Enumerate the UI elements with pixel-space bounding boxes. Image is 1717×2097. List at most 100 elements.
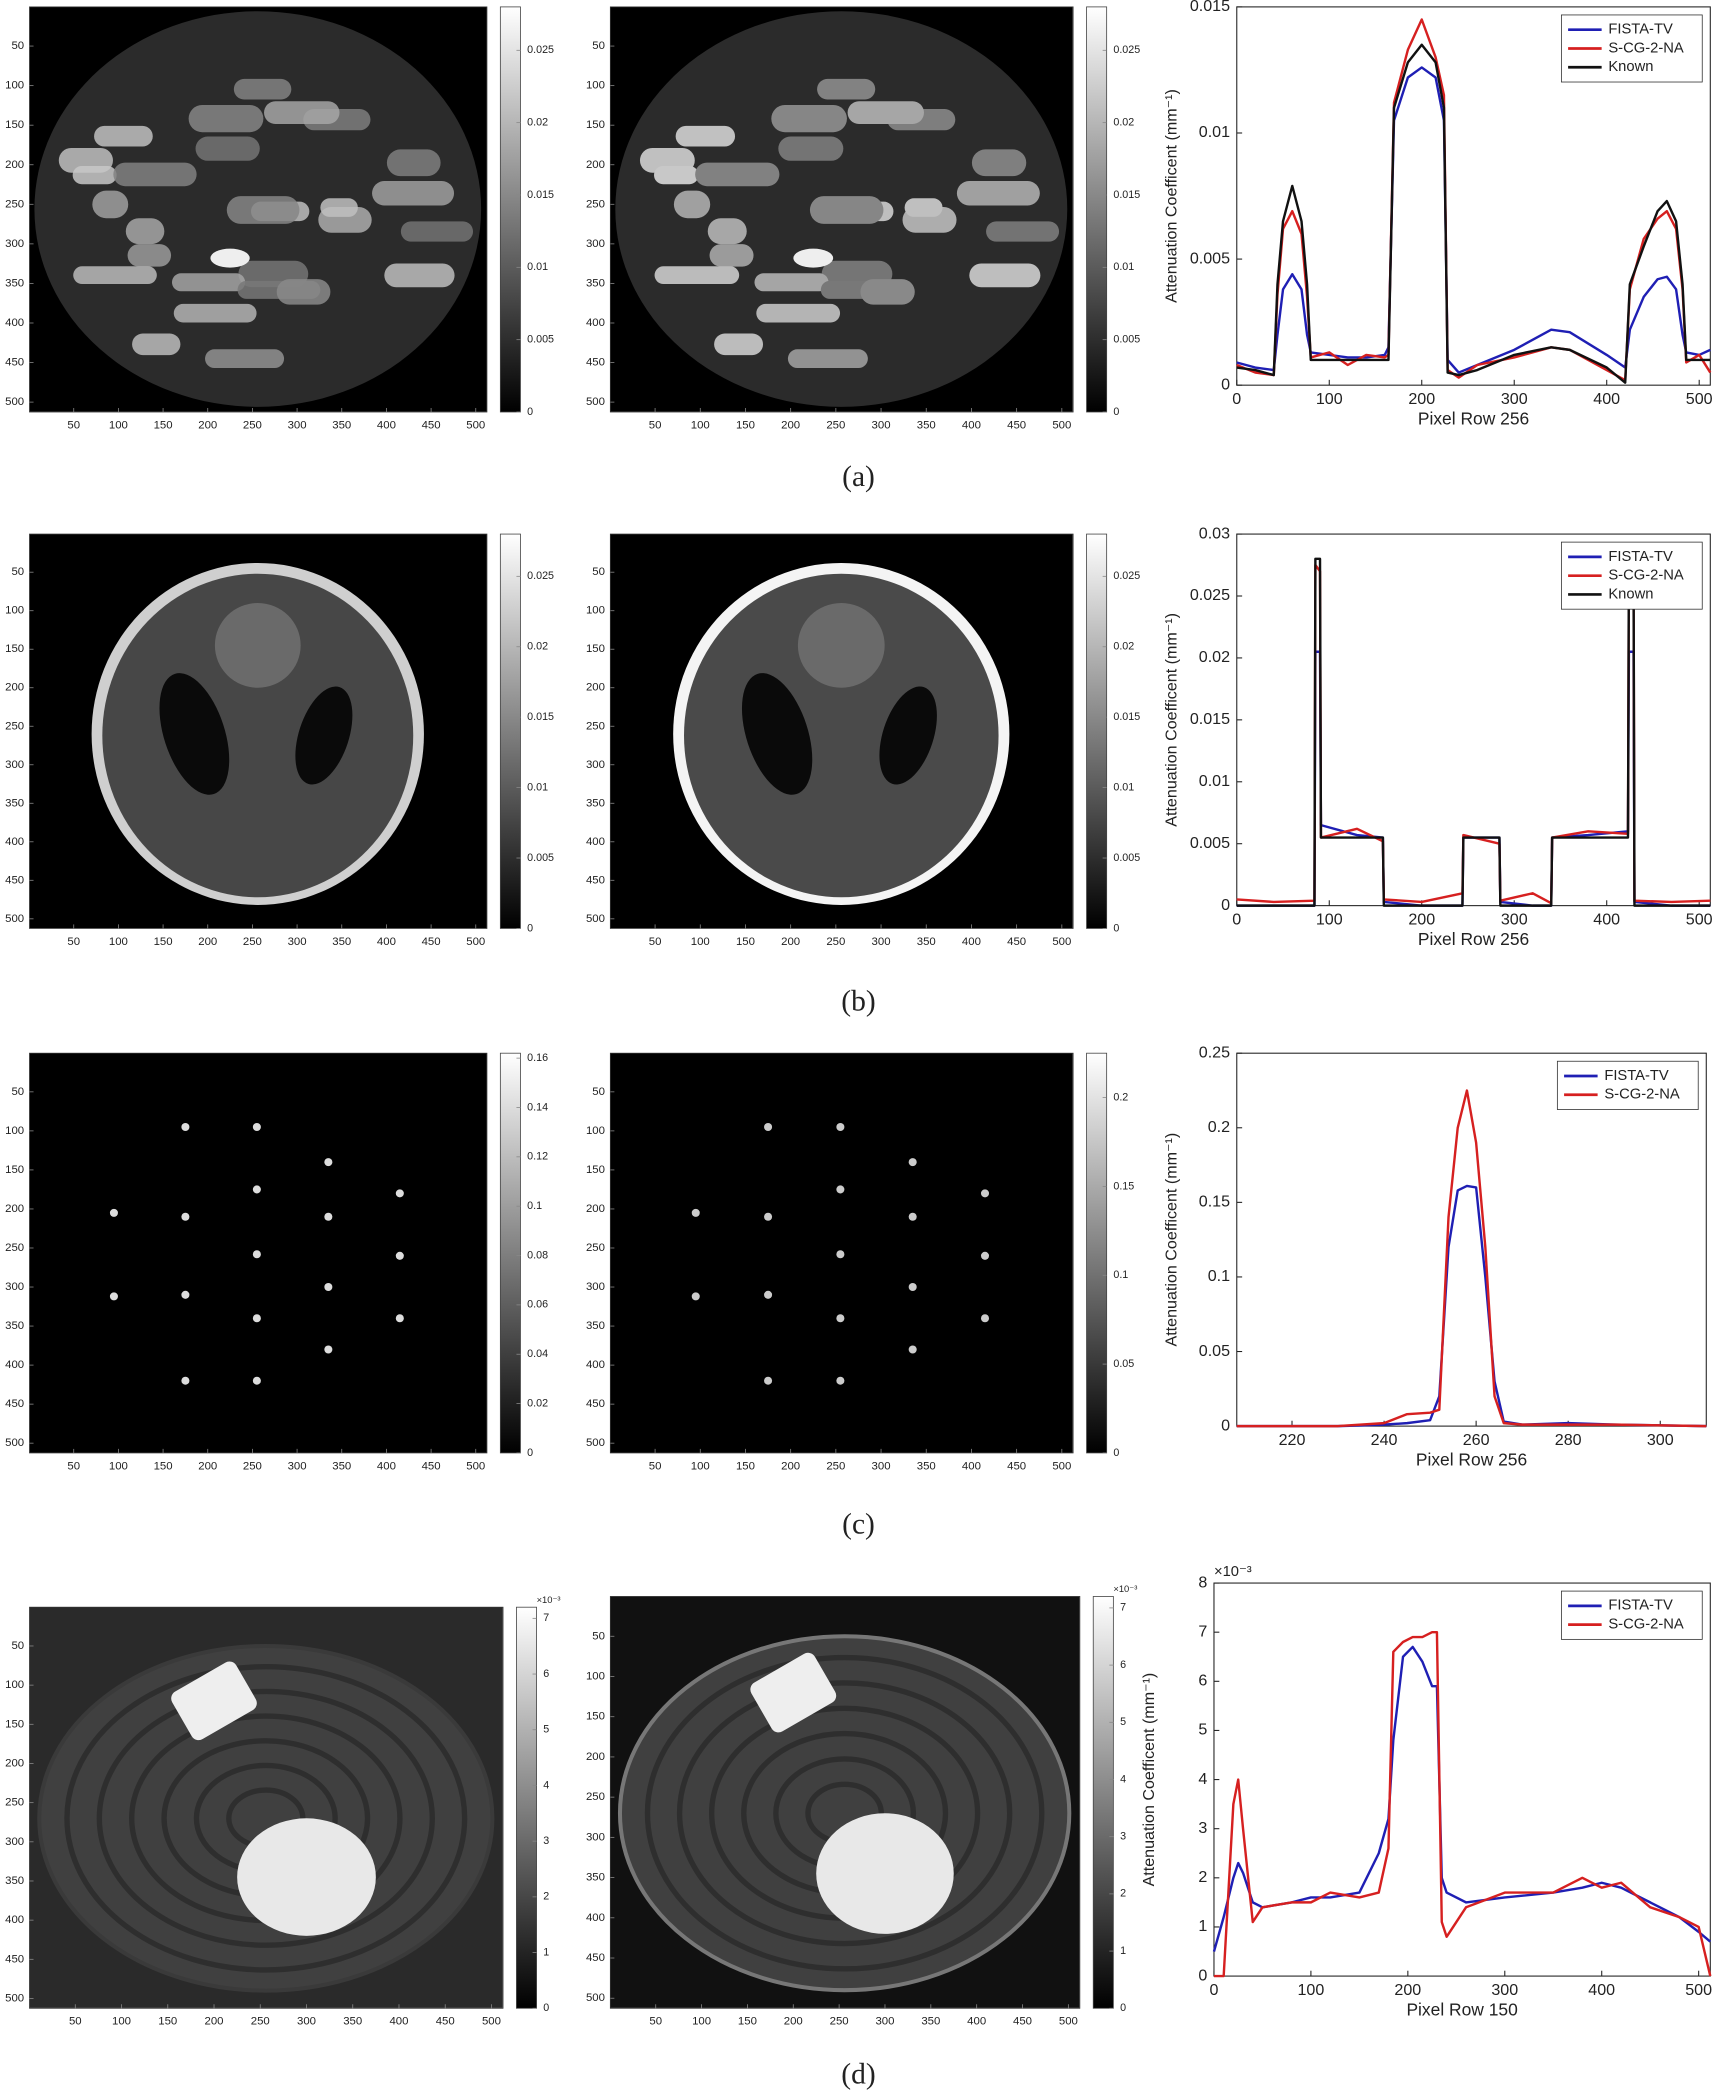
- x-tick-label: 100: [1316, 390, 1343, 408]
- colorbar-tick-label: 0.015: [1113, 189, 1140, 201]
- x-tick-label: 350: [917, 936, 936, 948]
- x-tick-label: 450: [422, 936, 441, 948]
- x-tick-label: 150: [736, 936, 755, 948]
- y-tick-label: 400: [5, 1359, 24, 1371]
- x-tick-label: 400: [377, 1460, 396, 1472]
- marker-dot: [836, 1376, 845, 1385]
- colorbar-tick-label: 0.05: [1113, 1358, 1134, 1370]
- blob: [386, 149, 441, 177]
- colorbar: [1086, 533, 1108, 929]
- x-tick-label: 250: [243, 936, 262, 948]
- colorbar-tick-label: 0.025: [527, 570, 554, 582]
- y-tick-label: 300: [5, 759, 24, 771]
- x-tick-label: 350: [332, 936, 351, 948]
- y-tick-label: 500: [586, 396, 605, 408]
- x-tick-label: 350: [917, 419, 936, 431]
- y-tick-label: 350: [586, 1320, 605, 1332]
- y-tick-label: 300: [5, 1836, 24, 1848]
- colorbar-tick-label: 0.12: [527, 1151, 548, 1163]
- x-tick-label: 50: [649, 419, 662, 431]
- x-tick-label: 300: [1501, 390, 1528, 408]
- colorbar-tick-label: 0.14: [527, 1101, 548, 1113]
- colorbar-tick-label: 6: [1120, 1659, 1126, 1671]
- x-tick-label: 500: [482, 2016, 501, 2028]
- x-tick-label: 50: [67, 419, 80, 431]
- x-tick-label: 500: [1052, 1460, 1071, 1472]
- y-tick-label: 0.025: [1190, 586, 1230, 604]
- blob: [778, 136, 844, 161]
- colorbar: [499, 533, 521, 929]
- marker-dot: [181, 1290, 190, 1299]
- blob: [372, 181, 455, 206]
- y-tick-label: 0: [1221, 896, 1230, 914]
- x-tick-label: 100: [109, 419, 128, 431]
- square-insert: [171, 1661, 257, 1741]
- x-tick-label: 500: [1052, 936, 1071, 948]
- y-tick-label: 150: [586, 119, 605, 131]
- colorbar-tick-label: 3: [1120, 1831, 1126, 1843]
- blob: [188, 105, 264, 133]
- y-tick-label: 450: [5, 1953, 24, 1965]
- y-tick-label: 250: [586, 1791, 605, 1803]
- legend-label: S-CG-2-NA: [1604, 1087, 1680, 1103]
- image: [610, 6, 1073, 412]
- x-tick-label: 300: [288, 1460, 307, 1472]
- blob: [113, 162, 197, 187]
- y-tick-label: 300: [5, 1281, 24, 1293]
- y-tick-label: 7: [1198, 1622, 1207, 1640]
- blob: [171, 273, 246, 292]
- colorbar-tick-label: 0.01: [527, 781, 548, 793]
- round-insert: [816, 1813, 954, 1934]
- x-tick-label: 200: [1408, 911, 1435, 929]
- ventricle: [879, 686, 937, 785]
- y-tick-label: 250: [586, 1242, 605, 1254]
- y-tick-label: 350: [5, 277, 24, 289]
- x-tick-label: 150: [158, 2016, 177, 2028]
- colorbar: [499, 1052, 521, 1454]
- x-tick-label: 100: [112, 2016, 131, 2028]
- y-tick-label: 150: [586, 643, 605, 655]
- y-tick-label: 100: [586, 605, 605, 617]
- colorbar-tick-label: 0.025: [1113, 44, 1140, 56]
- colorbar-tick-label: 0.1: [1113, 1269, 1128, 1281]
- image: [29, 534, 487, 929]
- y-axis-scale: ×10⁻³: [1214, 1564, 1252, 1580]
- legend: FISTA-TV S-CG-2-NA Known: [1560, 14, 1703, 83]
- y-tick-label: 50: [11, 1640, 24, 1652]
- image: [610, 1596, 1080, 2008]
- x-tick-label: 500: [1059, 2016, 1078, 2028]
- series-line: [1236, 43, 1711, 384]
- x-tick-label: 200: [198, 1460, 217, 1472]
- blob: [233, 78, 292, 100]
- y-axis-label: Attenuation Coefficent (mm⁻¹): [1163, 1133, 1181, 1347]
- brain: [684, 573, 999, 898]
- y-tick-label: 150: [5, 643, 24, 655]
- marker-dot: [836, 1314, 845, 1323]
- marker-dot: [908, 1345, 917, 1354]
- colorbar-tick-label: 0.08: [527, 1249, 548, 1261]
- colorbar-scale: ×10⁻³: [537, 1595, 561, 1605]
- y-tick-label: 0.01: [1199, 772, 1230, 790]
- legend-label: S-CG-2-NA: [1608, 1617, 1684, 1633]
- marker-dot: [395, 1189, 404, 1198]
- colorbar-tick-label: 0.015: [527, 711, 554, 723]
- y-tick-label: 450: [586, 357, 605, 369]
- marker-dot: [980, 1314, 990, 1323]
- center-region: [214, 603, 301, 688]
- colorbar-tick-label: 0.06: [527, 1299, 548, 1311]
- y-tick-label: 100: [5, 80, 24, 92]
- y-tick-label: 8: [1198, 1573, 1207, 1591]
- y-tick-label: 0: [1221, 1416, 1230, 1434]
- colorbar-tick-label: 0.02: [527, 641, 548, 653]
- x-tick-label: 50: [67, 1460, 80, 1472]
- y-tick-label: 300: [586, 1831, 605, 1843]
- marker-dot: [908, 1283, 917, 1292]
- x-tick-label: 100: [691, 936, 710, 948]
- marker-dot: [252, 1122, 261, 1131]
- y-tick-label: 100: [5, 1679, 24, 1691]
- colorbar-tick-label: 0.04: [527, 1348, 548, 1360]
- x-tick-label: 400: [967, 2016, 986, 2028]
- y-tick-label: 50: [592, 566, 605, 578]
- x-tick-label: 300: [872, 936, 891, 948]
- x-tick-label: 500: [1686, 390, 1713, 408]
